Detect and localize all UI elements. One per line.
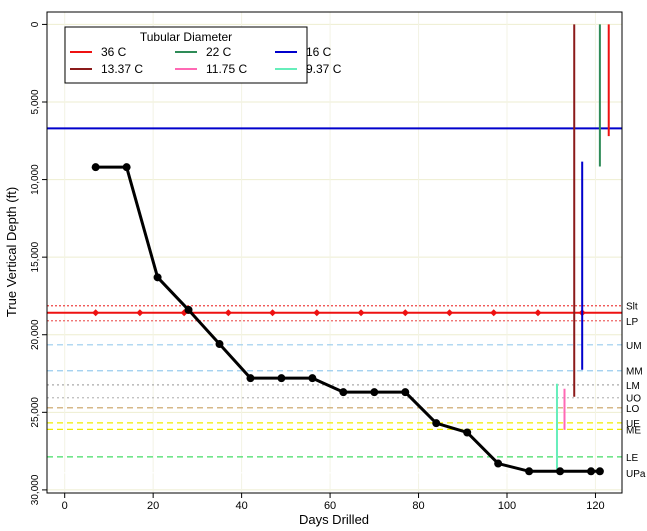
diamond-marker: [446, 309, 453, 317]
formation-label: UE: [626, 419, 640, 430]
depth-point: [556, 467, 565, 476]
formation-label: UO: [626, 394, 641, 405]
depth-point: [91, 163, 100, 172]
legend-box: [64, 26, 308, 84]
diamond-marker: [357, 309, 365, 317]
x-tick-label: 60: [324, 500, 336, 512]
diamond-marker: [401, 309, 409, 317]
legend-label: 16 C: [306, 45, 332, 59]
depth-point: [595, 467, 604, 476]
legend-label: 22 C: [206, 45, 232, 59]
formation-label: LM: [626, 381, 640, 392]
depth-point: [308, 374, 317, 383]
formation-label: Slt: [626, 302, 638, 313]
y-axis-label: True Vertical Depth (ft): [4, 187, 19, 317]
y-tick-label: 0: [30, 21, 41, 27]
depth-point: [401, 388, 410, 397]
depth-point: [339, 388, 348, 397]
depth-point: [184, 305, 193, 314]
depth-point: [587, 467, 596, 476]
formation-label: MM: [626, 367, 643, 378]
plot-frame: [46, 11, 623, 494]
y-tick-label: 20,000: [30, 319, 41, 350]
x-tick-label: 100: [498, 500, 516, 512]
diamond-marker: [136, 309, 144, 317]
formation-label: LE: [626, 453, 639, 464]
y-tick-label: 15,000: [30, 241, 41, 272]
x-tick-label: 40: [235, 500, 247, 512]
formation-label: UM: [626, 341, 642, 352]
y-tick-label: 5,000: [30, 89, 41, 114]
diamond-marker: [269, 309, 277, 317]
diamond-marker: [313, 309, 321, 317]
diamond-marker: [490, 309, 498, 317]
depth-point: [122, 163, 131, 172]
depth-point: [525, 467, 534, 476]
y-tick-label: 25,000: [30, 397, 41, 428]
x-axis-label: Days Drilled: [299, 512, 369, 527]
formation-label: UPa: [626, 469, 646, 480]
depth-point: [215, 340, 224, 349]
depth-point: [277, 374, 286, 383]
depth-point: [246, 374, 255, 383]
x-tick-label: 20: [147, 500, 159, 512]
x-tick-label: 120: [586, 500, 604, 512]
y-tick-label: 30,000: [30, 474, 41, 505]
x-tick-label: 80: [412, 500, 424, 512]
formation-label: LO: [626, 404, 640, 415]
legend-label: 11.75 C: [206, 62, 247, 76]
depth-point: [153, 273, 162, 282]
formation-label: ME: [626, 425, 641, 436]
depth-point: [432, 419, 441, 428]
legend-title: Tubular Diameter: [140, 30, 232, 44]
depth-point: [370, 388, 379, 397]
diamond-marker: [534, 309, 542, 317]
y-tick-label: 10,000: [30, 164, 41, 195]
x-tick-label: 0: [62, 500, 68, 512]
diamond-marker: [224, 309, 232, 317]
depth-point: [494, 459, 503, 468]
legend-label: 13.37 C: [101, 62, 143, 76]
diamond-marker: [92, 309, 100, 317]
legend-label: 36 C: [101, 45, 127, 59]
formation-label: LP: [626, 317, 639, 328]
legend-label: 9.37 C: [306, 62, 342, 76]
depth-point: [463, 428, 472, 437]
depth-line: [95, 165, 600, 473]
